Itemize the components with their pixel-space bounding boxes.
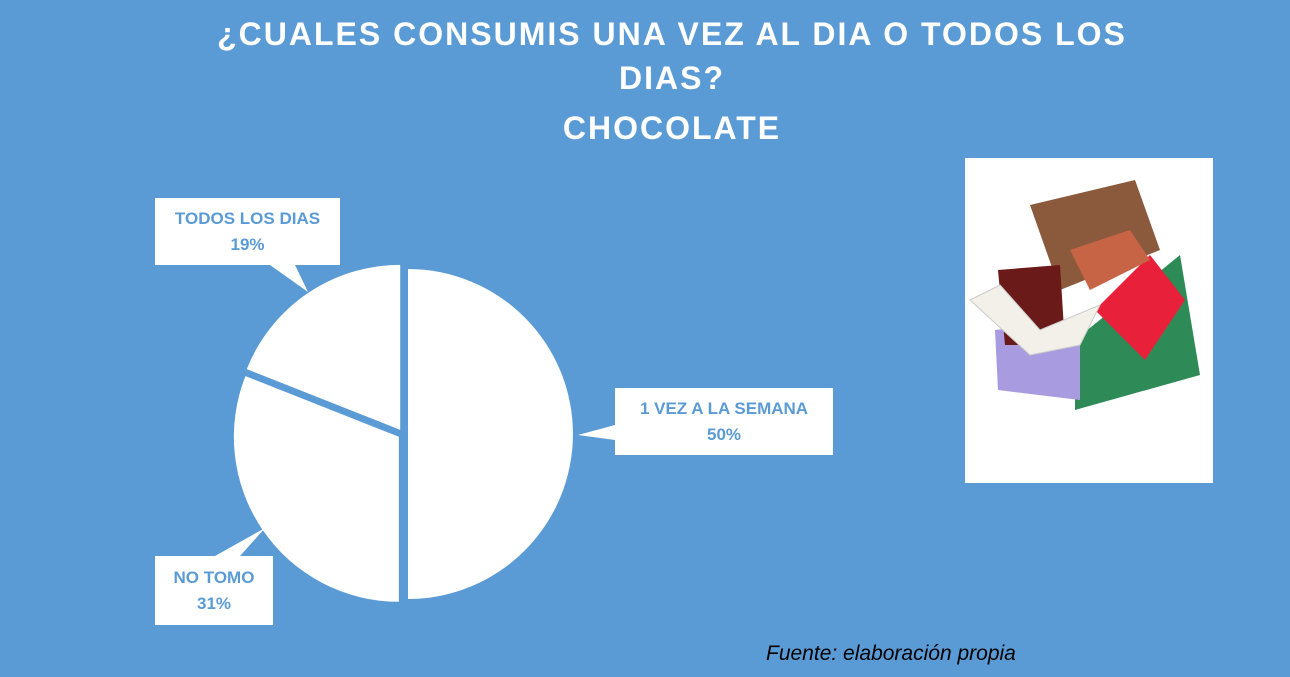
callout-pointer — [215, 528, 265, 556]
data-label-category: NO TOMO — [174, 568, 255, 587]
pie-slice — [233, 376, 399, 602]
clip-art — [965, 158, 1213, 483]
chart-subtitle: CHOCOLATE — [562, 110, 782, 146]
callout-box — [615, 388, 833, 455]
callout-box — [155, 198, 340, 265]
callout-pointer — [270, 265, 308, 292]
data-label-category: TODOS LOS DIAS — [175, 209, 320, 228]
source-note: Fuente: elaboración propia — [766, 642, 1016, 665]
data-label-value: 50% — [707, 425, 741, 444]
data-label-category: 1 VEZ A LA SEMANA — [640, 399, 808, 418]
data-label-value: 19% — [230, 235, 264, 254]
callout-pointer — [578, 425, 615, 440]
data-label-value: 31% — [197, 594, 231, 613]
chart-title: ¿CUALES CONSUMIS UNA VEZ AL DIA O TODOS … — [217, 16, 1127, 96]
pie-slice — [408, 269, 573, 599]
pie-slice — [246, 264, 401, 430]
callout-box — [155, 556, 273, 625]
